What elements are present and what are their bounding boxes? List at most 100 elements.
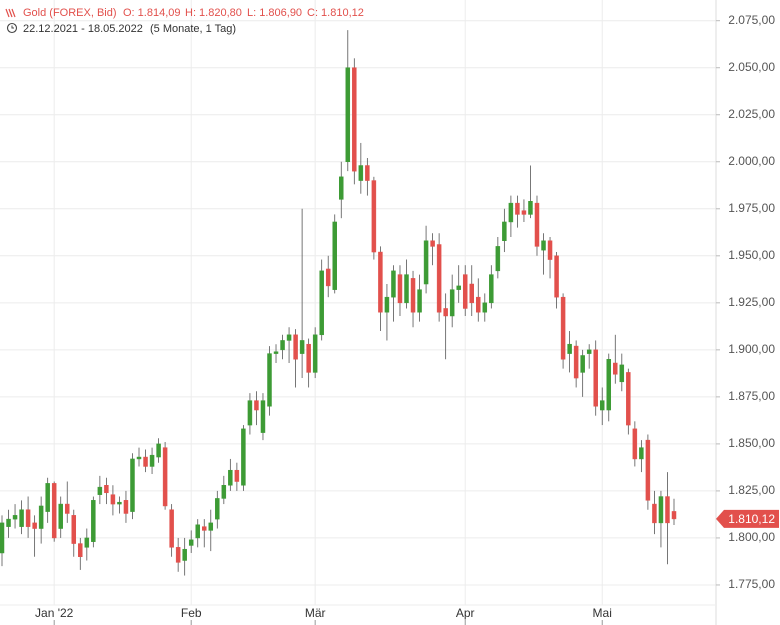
candle-body: [378, 251, 383, 313]
candle-body: [580, 355, 585, 373]
candle-body: [476, 296, 481, 313]
candle-body: [528, 201, 533, 215]
candle-body: [188, 539, 194, 546]
candle-body: [508, 202, 514, 223]
candle-body: [541, 240, 546, 251]
candle-body: [156, 443, 161, 458]
candle-body: [143, 456, 148, 467]
candle-body: [593, 349, 598, 407]
candle-body: [19, 509, 24, 527]
candle-body: [339, 176, 344, 200]
y-tick-label: 1.775,00: [728, 577, 775, 591]
y-tick-label: 1.950,00: [728, 248, 775, 262]
candle-body: [234, 469, 240, 482]
candle-body: [149, 454, 155, 467]
candle-body: [91, 500, 96, 542]
candle-body: [215, 498, 220, 520]
candle-body: [228, 469, 233, 486]
candle-body: [397, 274, 403, 304]
candle-body: [267, 353, 272, 407]
candle-body: [547, 240, 553, 260]
y-tick-label: 1.900,00: [728, 342, 775, 356]
candle-body: [456, 285, 461, 290]
candle-body: [306, 343, 311, 373]
y-tick-label: 1.850,00: [728, 436, 775, 450]
candle-body: [502, 221, 507, 242]
candle-body: [554, 255, 559, 298]
candle-body: [169, 509, 174, 548]
candle-body: [345, 67, 351, 163]
y-tick-label: 1.800,00: [728, 530, 775, 544]
candle-body: [606, 358, 612, 411]
period: (5 Monate, 1 Tag): [150, 23, 236, 35]
candle-body: [260, 400, 266, 433]
candle-body: [208, 522, 214, 531]
candle-body: [325, 268, 331, 287]
y-tick-label: 1.875,00: [728, 389, 775, 403]
candle-body: [32, 522, 37, 529]
candle-body: [0, 522, 5, 554]
y-tick-label: 1.925,00: [728, 295, 775, 309]
candle-body: [280, 340, 285, 351]
candle-body: [352, 67, 357, 172]
candle-body: [110, 494, 116, 505]
candle-body: [117, 501, 122, 505]
candle-body: [12, 515, 18, 520]
candle-body: [410, 278, 416, 313]
x-tick-label: Mai: [593, 606, 612, 620]
candle-body: [64, 503, 70, 514]
candle-body: [482, 302, 488, 313]
y-tick-label: 1.825,00: [728, 483, 775, 497]
candle-body: [391, 270, 396, 298]
candle-body: [247, 400, 253, 426]
candle-body: [78, 543, 83, 557]
y-tick-label: 2.000,00: [728, 154, 775, 168]
candle-body: [71, 515, 77, 544]
candle-body: [443, 308, 448, 317]
chart-icon: [5, 8, 16, 18]
candle-body: [312, 334, 318, 373]
candle-body: [358, 165, 364, 181]
candle-body: [652, 503, 657, 524]
candle-body: [332, 221, 337, 290]
x-tick-label: Feb: [181, 606, 202, 620]
y-tick-label: 1.975,00: [728, 201, 775, 215]
candle-body: [521, 210, 527, 215]
last-price-tag: [716, 509, 779, 528]
clock-hands: [11, 25, 14, 29]
candle-body: [384, 296, 390, 313]
candle-body: [123, 500, 129, 514]
candle-body: [175, 547, 181, 563]
candle-body: [241, 428, 246, 486]
low-label: L: 1.806,90: [247, 7, 302, 19]
x-tick-label: Mär: [305, 606, 326, 620]
candle-body: [254, 400, 259, 411]
candle-body: [665, 496, 670, 524]
grid: [0, 0, 716, 605]
candle-body: [469, 283, 474, 304]
candle-body: [221, 485, 227, 499]
candle-body: [293, 334, 298, 360]
date-range: 22.12.2021 - 18.05.2022: [23, 23, 143, 35]
candle-body: [202, 526, 207, 531]
candle-body: [97, 486, 103, 495]
candle-body: [58, 503, 63, 529]
candle-body: [495, 246, 501, 272]
candle-body: [515, 202, 520, 215]
candle-body: [658, 496, 664, 524]
x-tick-label: Apr: [456, 606, 475, 620]
candle-body: [560, 296, 566, 360]
candle-body: [286, 334, 292, 341]
candle-body: [645, 439, 651, 501]
candle-body: [182, 548, 187, 561]
x-tick-label: Jan '22: [35, 606, 74, 620]
candle-body: [534, 202, 540, 247]
candle-body: [449, 289, 455, 317]
candle-body: [404, 274, 409, 304]
candle-body: [567, 343, 572, 354]
candle-body: [436, 244, 442, 313]
candle-body: [573, 345, 579, 379]
candle-body: [195, 524, 200, 539]
candle-body: [51, 483, 57, 539]
